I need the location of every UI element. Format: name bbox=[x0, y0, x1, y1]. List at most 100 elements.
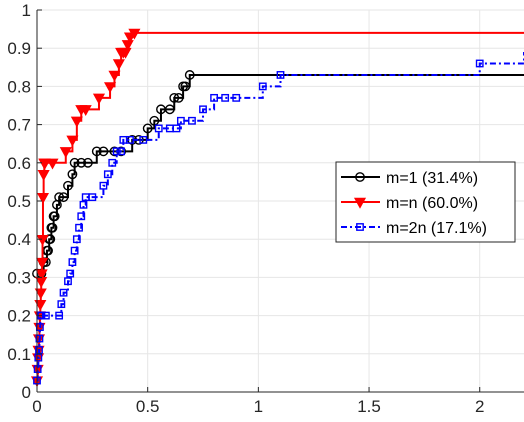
series-2-point-30 bbox=[139, 135, 148, 144]
x-tick-label-2: 1 bbox=[254, 397, 263, 416]
series-2-point-2 bbox=[34, 353, 43, 362]
y-tick-label-5: 0.5 bbox=[7, 192, 31, 211]
y-tick-label-2: 0.2 bbox=[7, 307, 31, 326]
tick-labels: 0 0.5 1 1.5 2 0 0.1 0.2 0.3 0.4 0.5 0.6 0.7 0.8 0.9 1 bbox=[7, 1, 484, 416]
series-1-point-20 bbox=[70, 116, 83, 128]
series-2-point-11 bbox=[57, 300, 66, 309]
series-0-point-9 bbox=[47, 222, 58, 233]
series-2-point-10 bbox=[55, 311, 64, 320]
y-tick-label-7: 0.7 bbox=[7, 116, 31, 135]
series-2-point-35 bbox=[188, 116, 196, 125]
series-2-point-20 bbox=[79, 200, 88, 209]
legend-marker-0 bbox=[355, 172, 365, 182]
series-line-0 bbox=[37, 73, 524, 275]
series-2-point-9 bbox=[41, 311, 50, 320]
series-0-point-26 bbox=[142, 123, 153, 134]
series-2-point-34 bbox=[176, 116, 185, 125]
series-2-point-4 bbox=[35, 334, 44, 343]
series-0-point-17 bbox=[69, 157, 80, 168]
series-2-point-16 bbox=[70, 246, 79, 255]
series-1-point-13 bbox=[36, 192, 50, 204]
series-2-point-19 bbox=[77, 212, 86, 221]
series-1-point-26 bbox=[112, 59, 125, 71]
series-0-point-5 bbox=[43, 245, 53, 256]
y-tick-label-6: 0.6 bbox=[7, 154, 31, 173]
series-2-point-18 bbox=[75, 223, 83, 232]
series-0-point-16 bbox=[67, 169, 78, 180]
series-2-point-41 bbox=[276, 71, 285, 79]
series-0-point-13 bbox=[54, 192, 65, 203]
y-tick-label-9: 0.9 bbox=[7, 39, 31, 58]
series-0-point-29 bbox=[164, 104, 175, 115]
series-0-point-33 bbox=[180, 81, 191, 92]
series-2-point-24 bbox=[103, 170, 112, 179]
y-tick-label-4: 0.4 bbox=[7, 230, 31, 249]
series-1-point-17 bbox=[46, 158, 59, 170]
y-tick-label-3: 0.3 bbox=[7, 268, 31, 287]
series-1-point-18 bbox=[59, 147, 72, 159]
series-2-point-26 bbox=[112, 147, 121, 156]
y-tick-label-0: 0 bbox=[22, 383, 31, 402]
legend-marker-1 bbox=[353, 197, 367, 209]
series-2-point-29 bbox=[126, 135, 134, 144]
series-2-point-17 bbox=[72, 235, 81, 244]
series-0-point-34 bbox=[184, 70, 195, 80]
legend-marker-2 bbox=[356, 223, 364, 231]
series-0-point-19 bbox=[83, 157, 93, 168]
series-layer bbox=[30, 28, 524, 388]
y-tick-label-8: 0.8 bbox=[7, 77, 31, 96]
series-0-point-15 bbox=[63, 180, 73, 191]
series-0-point-11 bbox=[49, 211, 60, 222]
series-1-point-11 bbox=[36, 257, 49, 269]
series-2-point-14 bbox=[66, 269, 75, 278]
series-2-point-39 bbox=[232, 93, 241, 102]
series-1-point-16 bbox=[38, 158, 52, 170]
series-1-point-8 bbox=[34, 288, 47, 300]
series-2-point-31 bbox=[154, 124, 163, 133]
series-1-point-29 bbox=[119, 47, 132, 59]
series-2-point-13 bbox=[64, 277, 72, 286]
series-2-point-22 bbox=[88, 193, 97, 202]
series-2-point-15 bbox=[68, 258, 77, 267]
x-tick-label-4: 2 bbox=[475, 397, 484, 416]
series-2-point-38 bbox=[221, 93, 230, 102]
x-tick-label-0: 0 bbox=[32, 397, 41, 416]
series-0-point-14 bbox=[58, 192, 69, 203]
series-1-point-24 bbox=[104, 82, 117, 94]
series-2-point-25 bbox=[108, 158, 117, 167]
y-tick-label-10: 1 bbox=[22, 1, 31, 20]
series-2-point-42 bbox=[475, 59, 484, 68]
series-1-point-23 bbox=[92, 93, 106, 105]
legend-label-1: m=n (60.0%) bbox=[386, 195, 478, 212]
series-1-point-7 bbox=[34, 299, 47, 311]
series-1-point-25 bbox=[108, 70, 121, 82]
series-line-2 bbox=[36, 52, 524, 382]
legend-label-0: m=1 (31.4%) bbox=[386, 170, 478, 187]
legend-label-2: m=2n (17.1%) bbox=[386, 220, 487, 237]
series-2-point-27 bbox=[117, 147, 126, 156]
series-2-point-23 bbox=[99, 181, 108, 190]
series-2-point-1 bbox=[33, 365, 42, 373]
series-0-point-31 bbox=[173, 92, 184, 103]
series-1-point-10 bbox=[35, 269, 48, 281]
series-2-point-40 bbox=[258, 82, 267, 91]
series-1-point-32 bbox=[128, 28, 141, 40]
series-0-point-30 bbox=[169, 92, 180, 103]
series-1-point-12 bbox=[36, 235, 49, 246]
series-0-point-27 bbox=[149, 115, 160, 126]
x-tick-label-1: 0.5 bbox=[136, 397, 160, 416]
y-tick-label-1: 0.1 bbox=[7, 345, 31, 364]
axes bbox=[36, 9, 524, 393]
series-0-point-18 bbox=[76, 157, 87, 168]
series-1-point-14 bbox=[37, 170, 50, 181]
series-0-point-21 bbox=[98, 146, 109, 157]
series-2-point-37 bbox=[210, 93, 218, 102]
series-2-point-3 bbox=[35, 346, 43, 354]
series-1-point-19 bbox=[66, 135, 79, 147]
x-tick-label-3: 1.5 bbox=[357, 397, 381, 416]
series-2-point-33 bbox=[172, 124, 181, 133]
series-2-point-36 bbox=[199, 105, 207, 114]
series-0-point-20 bbox=[91, 146, 102, 157]
series-1-point-30 bbox=[121, 40, 134, 52]
